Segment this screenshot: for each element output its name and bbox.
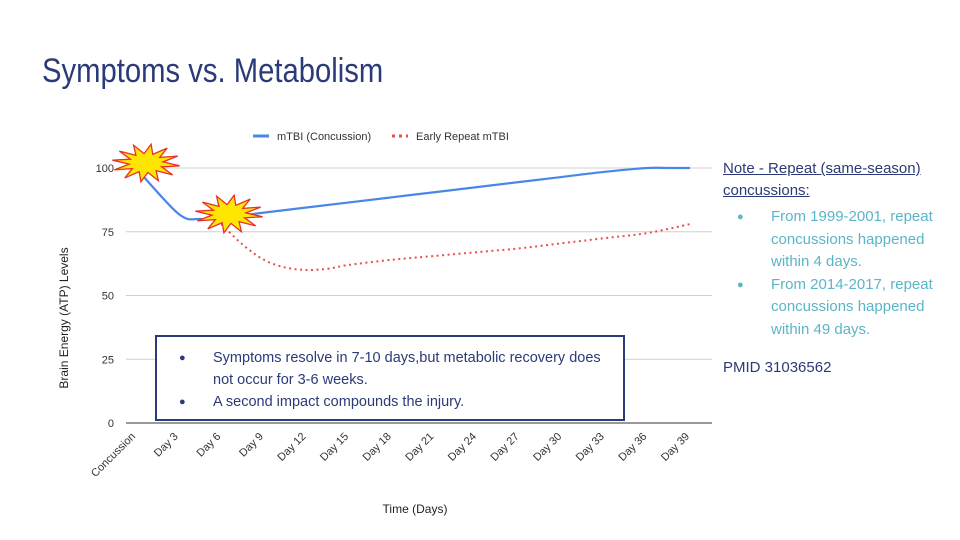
note-heading-line1: Note - Repeat (same-season) bbox=[723, 160, 921, 177]
x-tick-label: Concussion bbox=[89, 431, 138, 480]
y-tick-label: 50 bbox=[102, 291, 114, 303]
pmid-reference: PMID 31036562 bbox=[723, 359, 832, 376]
note-list: From 1999-2001, repeat concussions happe… bbox=[723, 206, 953, 341]
x-tick-label: Day 15 bbox=[318, 431, 351, 464]
impact-burst-icon bbox=[195, 193, 263, 235]
note-heading: Note - Repeat (same-season) concussions: bbox=[723, 158, 953, 202]
callout-bullet-second-impact: A second impact compounds the injury. bbox=[157, 391, 611, 413]
x-tick-label: Day 18 bbox=[361, 431, 394, 464]
legend-label: Early Repeat mTBI bbox=[416, 131, 509, 143]
x-tick-label: Day 30 bbox=[531, 431, 564, 464]
y-tick-label: 25 bbox=[102, 354, 114, 366]
x-tick-label: Day 12 bbox=[275, 431, 308, 464]
x-tick-label: Day 33 bbox=[574, 431, 607, 464]
y-tick-label: 100 bbox=[96, 163, 114, 175]
x-axis-title: Time (Days) bbox=[383, 502, 448, 516]
series-line-early-repeat bbox=[220, 223, 691, 272]
callout-list: Symptoms resolve in 7-10 days,but metabo… bbox=[157, 347, 611, 413]
x-tick-label: Day 24 bbox=[446, 431, 479, 464]
x-tick-label: Day 21 bbox=[403, 431, 436, 464]
symptoms-callout-box: Symptoms resolve in 7-10 days,but metabo… bbox=[155, 335, 625, 421]
x-tick-label: Day 9 bbox=[237, 431, 266, 460]
x-tick-label: Day 27 bbox=[489, 431, 522, 464]
note-bullet-2014: From 2014-2017, repeat concussions happe… bbox=[723, 274, 953, 342]
x-tick-label: Day 6 bbox=[195, 431, 224, 460]
repeat-concussion-note: Note - Repeat (same-season) concussions:… bbox=[723, 158, 953, 341]
note-bullet-1999: From 1999-2001, repeat concussions happe… bbox=[723, 206, 953, 274]
impact-burst-icon bbox=[112, 142, 180, 184]
y-tick-label: 75 bbox=[102, 227, 114, 239]
legend-label: mTBI (Concussion) bbox=[277, 131, 371, 143]
note-heading-line2: concussions: bbox=[723, 182, 810, 199]
callout-bullet-recovery: Symptoms resolve in 7-10 days,but metabo… bbox=[157, 347, 611, 391]
slide-title: Symptoms vs. Metabolism bbox=[42, 52, 384, 90]
x-tick-label: Day 39 bbox=[659, 431, 692, 464]
y-axis-title: Brain Energy (ATP) Levels bbox=[57, 247, 71, 388]
x-tick-label: Day 3 bbox=[152, 431, 181, 460]
y-tick-label: 0 bbox=[108, 418, 114, 430]
x-tick-label: Day 36 bbox=[616, 431, 649, 464]
